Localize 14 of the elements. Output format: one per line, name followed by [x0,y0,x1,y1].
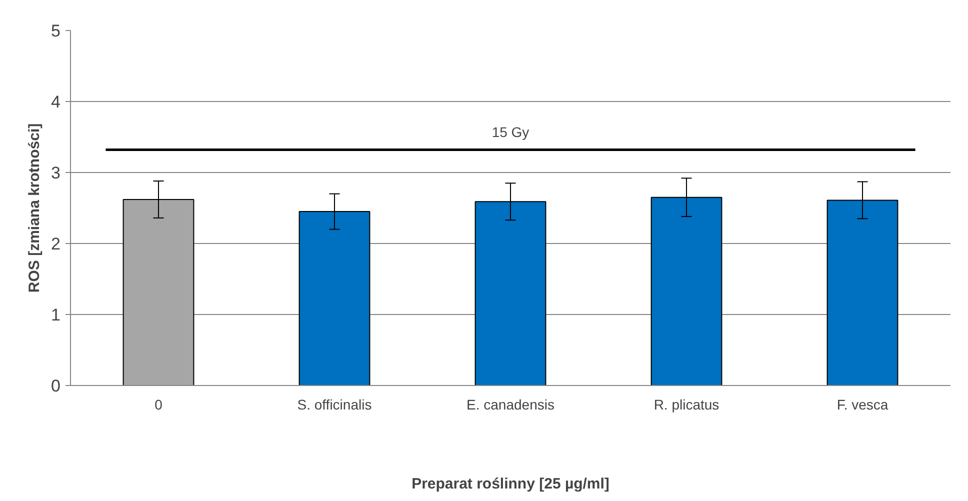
y-tick-label: 0 [51,376,61,396]
y-tick-label: 1 [51,306,61,324]
y-axis-title: ROS [zmiana krotności] [26,123,44,293]
x-axis-title: Preparat roślinny [25 µg/ml] [412,476,610,492]
x-tick-label: R. plicatus [654,396,720,412]
y-tick-label: 2 [51,234,61,254]
y-tick-label: 4 [51,92,61,112]
x-tick-label: E. canadensis [466,396,554,412]
y-tick-label: 5 [51,22,61,40]
x-tick-label: 0 [154,396,163,412]
x-tick-label: F. vesca [836,396,888,412]
x-tick-label: S. officinalis [297,396,372,412]
ref-line-label: 15 Gy [492,124,530,140]
y-tick-label: 3 [51,164,61,182]
